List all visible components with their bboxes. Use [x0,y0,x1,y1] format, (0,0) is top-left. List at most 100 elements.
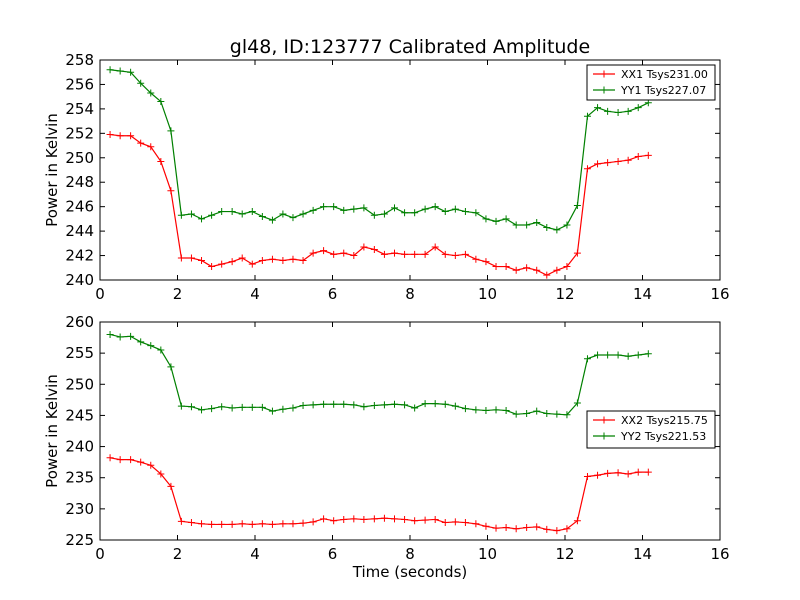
data-point-marker [583,355,591,363]
y-tick-label: 240 [65,271,94,289]
data-point-marker [218,260,226,268]
data-point-marker [279,520,287,528]
data-point-marker [441,400,449,408]
data-point-marker [309,249,317,257]
data-point-marker [472,406,480,414]
x-tick-label: 2 [173,545,183,563]
data-point-marker [533,407,541,415]
data-point-marker [563,263,571,271]
data-point-marker [248,520,256,528]
data-point-marker [401,209,409,217]
data-point-marker [563,221,571,229]
data-point-marker [451,518,459,526]
y-axis-label: Power in Kelvin [43,113,61,227]
data-point-marker [147,342,155,350]
data-point-marker [472,255,480,263]
data-point-marker [614,351,622,359]
data-point-marker [167,363,175,371]
data-point-marker [543,271,551,279]
data-point-marker [411,250,419,258]
data-point-marker [228,520,236,528]
data-point-marker [502,524,510,532]
data-point-marker [644,151,652,159]
data-point-marker [147,143,155,151]
data-point-marker [157,470,165,478]
data-point-marker [553,410,561,418]
data-point-marker [340,206,348,214]
x-tick-label: 4 [250,545,260,563]
data-point-marker [208,520,216,528]
data-point-marker [583,112,591,120]
data-point-marker [106,66,114,74]
data-point-marker [147,461,155,469]
data-point-marker [401,515,409,523]
data-point-marker [127,332,135,340]
y-tick-label: 256 [65,75,94,93]
data-point-marker [604,159,612,167]
data-point-marker [380,250,388,258]
series-2 [106,330,652,419]
data-point-marker [167,127,175,135]
data-point-marker [258,212,266,220]
data-point-marker [523,410,531,418]
data-point-marker [492,263,500,271]
data-point-marker [512,221,520,229]
data-point-marker [238,254,246,262]
y-tick-label: 244 [65,222,94,240]
data-point-marker [289,520,297,528]
data-point-marker [238,403,246,411]
data-point-marker [472,209,480,217]
data-point-marker [177,402,185,410]
data-point-marker [523,524,531,532]
data-point-marker [137,338,145,346]
data-point-marker [218,520,226,528]
data-point-marker [309,401,317,409]
data-point-marker [441,250,449,258]
data-point-marker [431,400,439,408]
data-point-marker [624,156,632,164]
data-point-marker [512,266,520,274]
x-tick-label: 10 [478,285,497,303]
data-point-marker [177,517,185,525]
series-line [110,69,649,231]
data-point-marker [512,525,520,533]
data-point-marker [279,256,287,264]
data-point-marker [187,403,195,411]
data-point-marker [370,515,378,523]
data-point-marker [340,515,348,523]
data-point-marker [320,247,328,255]
data-point-marker [198,520,206,528]
data-point-marker [492,406,500,414]
data-point-marker [187,254,195,262]
data-point-marker [116,333,124,341]
data-point-marker [350,252,358,260]
legend-box [586,64,716,101]
data-point-marker [127,456,135,464]
data-point-marker [157,346,165,354]
legend-marker [600,70,608,78]
y-tick-label: 258 [65,51,94,69]
data-point-marker [360,515,368,523]
data-point-marker [401,401,409,409]
legend-marker [600,86,608,94]
data-point-marker [411,209,419,217]
legend: XX1 Tsys231.00 YY1 Tsys227.07 [586,64,716,101]
legend: XX2 Tsys215.75 YY2 Tsys221.53 [586,410,716,449]
x-axis-label: Time (seconds) [352,563,468,581]
data-point-marker [218,208,226,216]
data-point-marker [177,211,185,219]
data-point-marker [279,210,287,218]
series-1 [106,131,652,279]
data-point-marker [391,249,398,257]
data-point-marker [523,221,531,229]
bottom-plot: 0 2 4 6 8 10 12 14 16 225 230 235 240 245 250 255 260 Pow… [43,313,730,581]
data-point-marker [299,256,307,264]
data-point-marker [482,522,490,530]
data-point-marker [614,157,622,165]
data-point-marker [604,351,612,359]
data-point-marker [380,210,388,218]
data-point-marker [594,471,602,479]
y-tick-label: 252 [65,124,94,142]
data-point-marker [512,410,520,418]
data-point-marker [299,519,307,527]
